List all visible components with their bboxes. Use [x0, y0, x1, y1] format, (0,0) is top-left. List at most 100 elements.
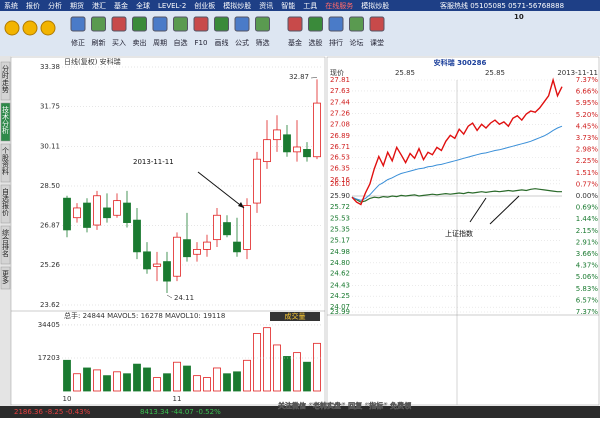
annotation-arrow — [489, 195, 520, 225]
toolbar-icon[interactable] — [328, 16, 344, 32]
menu-item[interactable]: 基金 — [114, 1, 128, 10]
nav-button[interactable] — [22, 20, 38, 36]
toolbar-label[interactable]: 公式 — [235, 38, 249, 47]
volume-title: 总手: 24844 MAVOL5: 16278 MAVOL10: 19118 — [64, 311, 225, 320]
candle-body — [143, 251, 151, 270]
menu-item[interactable]: 系统 — [4, 1, 18, 10]
volume-bar — [183, 365, 191, 392]
menu-item[interactable]: 港汇 — [92, 1, 106, 10]
side-tab-label[interactable]: 综合排名 — [2, 228, 10, 258]
nav-button[interactable] — [40, 20, 56, 36]
candle-body — [133, 219, 141, 253]
toolbar-icon[interactable] — [152, 16, 168, 32]
low-label: 24.11 — [174, 294, 194, 302]
menu-item[interactable]: 工具 — [303, 2, 317, 10]
pct-tick-label: 3.73% — [576, 134, 599, 142]
toolbar-icon[interactable] — [214, 16, 229, 32]
volume-bar — [163, 373, 171, 392]
y-tick-label: 26.87 — [40, 222, 60, 230]
y-tick-label: 25.17 — [330, 236, 350, 244]
x-tick-label: 11 — [173, 395, 182, 403]
toolbar-icon[interactable] — [369, 16, 385, 32]
side-tab-label[interactable]: 技术分析 — [2, 105, 10, 135]
toolbar-label[interactable]: 画线 — [215, 38, 229, 47]
toolbar-icon[interactable] — [255, 16, 270, 32]
candle-body — [283, 134, 291, 153]
menu-item[interactable]: 资讯 — [259, 1, 273, 10]
volume-bar — [93, 369, 101, 392]
pct-tick-label: 0.69% — [576, 204, 599, 212]
high-label: 32.87 — [289, 73, 309, 81]
pct-tick-label: 4.45% — [576, 122, 599, 130]
side-tab[interactable] — [0, 143, 11, 183]
menu-item[interactable]: LEVEL-2 — [158, 2, 186, 10]
toolbar-label[interactable]: 自选 — [174, 38, 188, 47]
toolbar-icon[interactable] — [132, 16, 147, 32]
toolbar-label[interactable]: F10 — [195, 39, 208, 47]
toolbar-icon[interactable] — [111, 16, 127, 32]
price-label: 现价 — [330, 69, 344, 77]
toolbar-icon[interactable] — [308, 16, 323, 32]
toolbar-icon[interactable] — [193, 16, 209, 32]
kline-panel — [10, 56, 326, 406]
side-tab-label[interactable]: 更多 — [2, 270, 10, 285]
volume-bar — [123, 373, 131, 392]
menu-item[interactable]: 全球 — [136, 1, 150, 10]
menu-item[interactable]: 智能 — [281, 1, 295, 10]
toolbar-label[interactable]: 刷新 — [92, 38, 106, 47]
side-tab[interactable] — [0, 184, 11, 224]
toolbar-label[interactable]: 基金 — [288, 38, 302, 47]
y-tick-label: 31.75 — [40, 103, 60, 111]
volume-bar — [253, 333, 261, 392]
nav-button[interactable] — [4, 20, 20, 36]
toolbar-label[interactable]: 论坛 — [350, 38, 364, 47]
volume-button-label[interactable]: 成交量 — [285, 312, 306, 321]
toolbar-icon[interactable] — [234, 16, 250, 32]
toolbar-icon[interactable] — [173, 16, 188, 32]
pct-tick-label: 5.06% — [576, 273, 599, 281]
candle-body — [173, 236, 181, 277]
toolbar-label[interactable]: 课堂 — [370, 38, 384, 47]
side-tab-label[interactable]: 自选报价 — [2, 187, 10, 216]
menu-item[interactable]: 创业板 — [194, 1, 215, 10]
toolbar-icon[interactable] — [70, 16, 86, 32]
menu-item[interactable]: 模拟炒股 — [361, 1, 389, 10]
annotation: 2013-11-11 — [133, 158, 174, 166]
side-tab[interactable] — [0, 266, 11, 290]
toolbar-label[interactable]: 排行 — [329, 38, 343, 47]
side-tab-label[interactable]: 分时走势 — [2, 64, 10, 94]
pct-tick-label: 0.00% — [576, 192, 599, 200]
candle-body — [313, 102, 321, 158]
side-tab-label[interactable]: 个股资料 — [2, 147, 10, 176]
toolbar-label[interactable]: 选股 — [309, 38, 323, 47]
side-tab[interactable] — [0, 102, 11, 142]
toolbar-label[interactable]: 买入 — [112, 39, 126, 47]
menu-item[interactable]: 报价 — [26, 1, 40, 10]
toolbar-label[interactable]: 卖出 — [133, 38, 147, 47]
pct-tick-label: 7.37% — [576, 76, 599, 84]
candle-body — [193, 249, 201, 255]
menu-item[interactable]: 模拟炒股 — [223, 1, 251, 10]
menu-item[interactable]: 分析 — [48, 1, 62, 10]
date-label: 2013-11-11 — [557, 69, 598, 77]
toolbar-icon[interactable] — [349, 16, 364, 32]
y-tick-label: 24.62 — [330, 270, 350, 278]
candle-body — [73, 207, 81, 219]
index-annotation: 上证指数 — [445, 229, 473, 238]
toolbar-label[interactable]: 修正 — [71, 38, 85, 47]
toolbar-label[interactable]: 周期 — [153, 39, 167, 47]
menu-item[interactable]: 在线服务 — [325, 1, 353, 10]
volume-bar — [73, 373, 81, 392]
toolbar-label[interactable]: 筛选 — [256, 38, 270, 47]
side-tab[interactable] — [0, 61, 11, 101]
annotation-arrow — [469, 197, 487, 223]
y-tick-label: 26.10 — [330, 180, 350, 188]
menu-item[interactable]: 期货 — [70, 1, 84, 10]
toolbar-icon[interactable] — [91, 16, 106, 32]
volume-bar — [113, 371, 121, 392]
volume-button[interactable] — [270, 312, 320, 321]
side-tab[interactable] — [0, 225, 11, 265]
pointer — [166, 294, 173, 299]
toolbar-icon[interactable] — [287, 16, 303, 32]
pct-tick-label: 6.57% — [576, 296, 599, 304]
